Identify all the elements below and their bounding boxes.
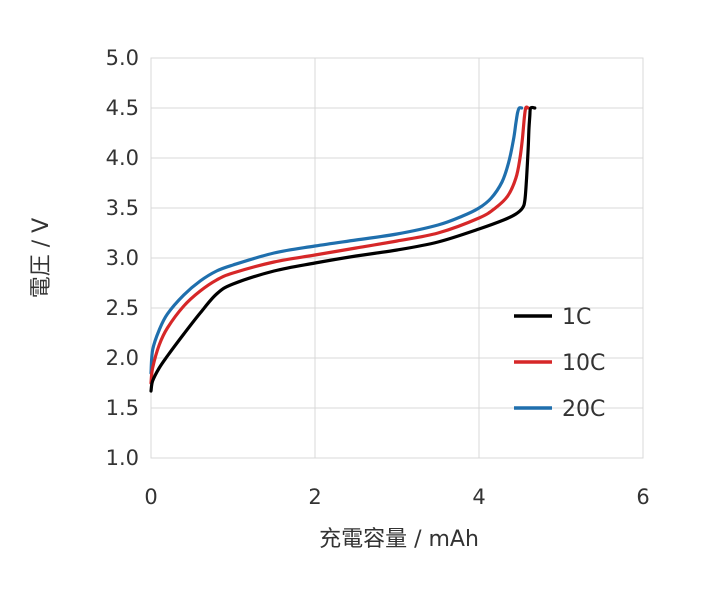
- series-layer: [149, 105, 537, 393]
- y-tick-label: 4.0: [106, 146, 139, 170]
- x-tick-label: 2: [308, 485, 321, 509]
- plot-frame: [150, 57, 644, 459]
- legend-label-1c: 1C: [562, 305, 591, 330]
- y-tick-label: 4.5: [106, 96, 139, 120]
- y-tick-labels: 1.0 1.5 2.0 2.5 3.0 3.5 4.0 4.5 5.0: [106, 46, 139, 470]
- y-tick-label: 2.0: [106, 346, 139, 370]
- legend-label-20c: 20C: [562, 397, 605, 422]
- legend-label-10c: 10C: [562, 351, 605, 376]
- series-line-10c: [149, 105, 530, 385]
- y-tick-label: 3.5: [106, 196, 139, 220]
- series-line-1c: [149, 105, 537, 393]
- x-tick-label: 4: [472, 485, 485, 509]
- x-tick-label: 6: [636, 485, 649, 509]
- legend: 1C 10C 20C: [514, 305, 605, 422]
- series-line-20c: [149, 106, 524, 375]
- y-axis-label: 電圧 / V: [29, 218, 54, 298]
- y-tick-label: 1.0: [106, 446, 139, 470]
- y-tick-label: 1.5: [106, 396, 139, 420]
- x-tick-labels: 0 2 4 6: [144, 485, 649, 509]
- x-tick-label: 0: [144, 485, 157, 509]
- y-tick-label: 3.0: [106, 246, 139, 270]
- x-axis-label: 充電容量 / mAh: [319, 527, 479, 552]
- y-tick-label: 2.5: [106, 296, 139, 320]
- y-tick-label: 5.0: [106, 46, 139, 70]
